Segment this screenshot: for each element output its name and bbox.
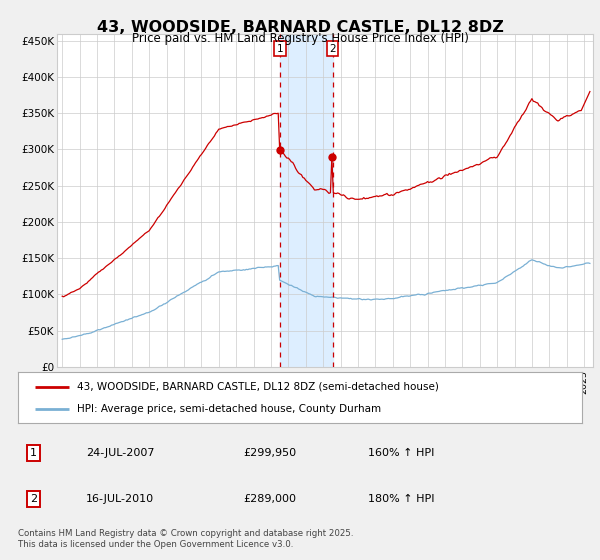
Text: Price paid vs. HM Land Registry's House Price Index (HPI): Price paid vs. HM Land Registry's House … [131,32,469,45]
Text: 2: 2 [30,494,37,504]
Text: £299,950: £299,950 [244,448,297,458]
Text: 2: 2 [329,44,336,54]
Text: £289,000: £289,000 [244,494,296,504]
Text: 1: 1 [30,448,37,458]
Text: 160% ↑ HPI: 160% ↑ HPI [368,448,434,458]
Text: 43, WOODSIDE, BARNARD CASTLE, DL12 8DZ: 43, WOODSIDE, BARNARD CASTLE, DL12 8DZ [97,20,503,35]
Text: Contains HM Land Registry data © Crown copyright and database right 2025.
This d: Contains HM Land Registry data © Crown c… [18,529,353,549]
Text: 24-JUL-2007: 24-JUL-2007 [86,448,154,458]
Text: 1: 1 [277,44,284,54]
Bar [280,34,332,367]
Text: 43, WOODSIDE, BARNARD CASTLE, DL12 8DZ (semi-detached house): 43, WOODSIDE, BARNARD CASTLE, DL12 8DZ (… [77,381,439,391]
Text: HPI: Average price, semi-detached house, County Durham: HPI: Average price, semi-detached house,… [77,404,382,414]
Text: 16-JUL-2010: 16-JUL-2010 [86,494,154,504]
Text: 180% ↑ HPI: 180% ↑ HPI [368,494,434,504]
